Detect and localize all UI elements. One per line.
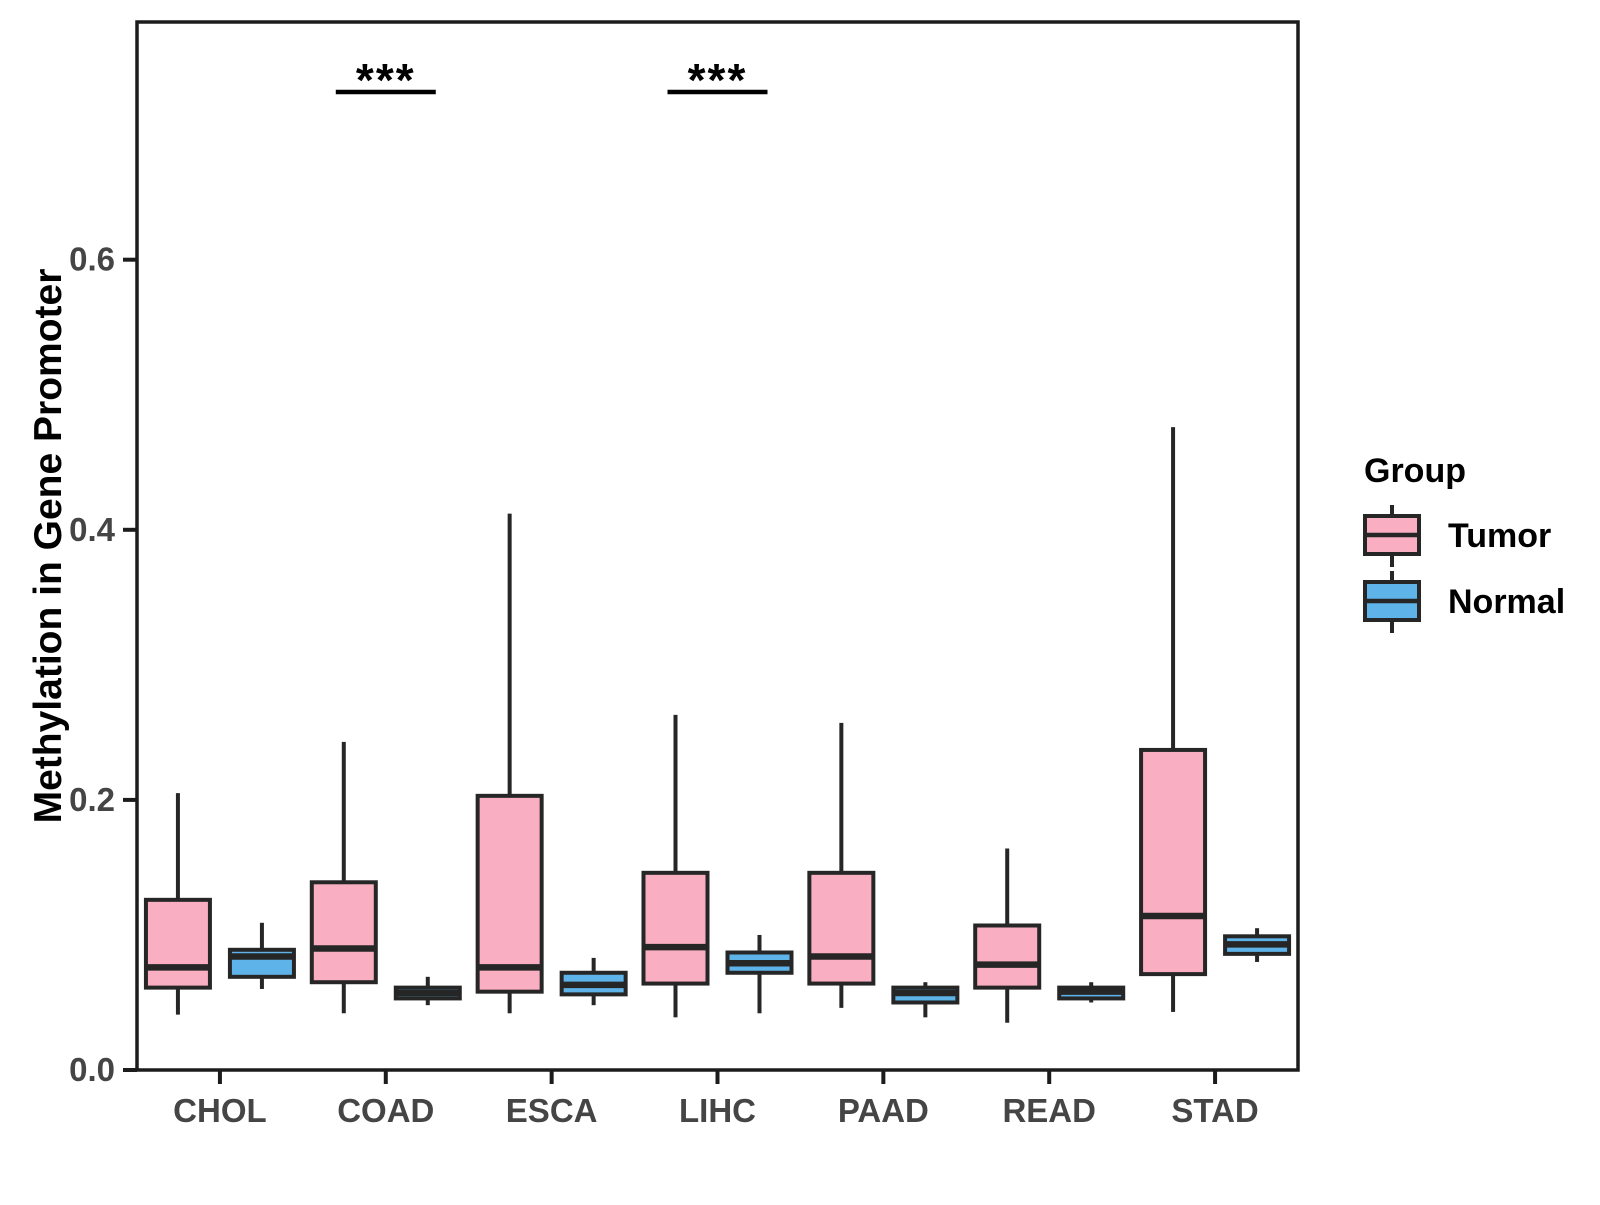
x-tick-label-LIHC: LIHC [679,1092,756,1129]
y-tick-label-0.0: 0.0 [69,1051,115,1088]
legend: Group Tumor Normal [1362,452,1565,635]
legend-label-normal: Normal [1448,582,1566,621]
boxplot-coad-tumor-box [309,880,378,985]
boxplot-chol-tumor-box [143,897,212,990]
y-tick-label-0.6: 0.6 [69,241,115,278]
legend-title: Group [1364,452,1466,490]
x-tick-label-CHOL: CHOL [173,1092,267,1129]
x-tick-label-PAAD: PAAD [838,1092,929,1129]
legend-key-normal: Normal [1362,569,1565,635]
significance-label-LIHC: *** [688,54,748,106]
panel-border [135,20,1300,1072]
legend-label-tumor: Tumor [1448,516,1552,555]
x-tick-label-ESCA: ESCA [506,1092,598,1129]
y-axis-title: Methylation in Gene Promoter [27,268,70,824]
tumor-boxplot-glyph-icon [1363,505,1421,567]
boxplot-lihc-tumor-box [641,870,710,986]
boxplot-stad-tumor-box [1139,747,1208,977]
x-tick-label-STAD: STAD [1171,1092,1258,1129]
x-tick-label-READ: READ [1002,1092,1096,1129]
significance-label-COAD: *** [356,54,416,106]
boxplot-read-tumor-box [973,923,1042,990]
y-tick-label-0.4: 0.4 [69,511,116,548]
boxplot-esca-tumor-box [475,793,544,994]
y-tick-label-0.2: 0.2 [69,781,115,818]
boxplot-paad-tumor-box [807,870,876,986]
x-tick-label-COAD: COAD [337,1092,434,1129]
legend-key-tumor: Tumor [1362,503,1565,569]
normal-boxplot-glyph-icon [1363,571,1421,633]
